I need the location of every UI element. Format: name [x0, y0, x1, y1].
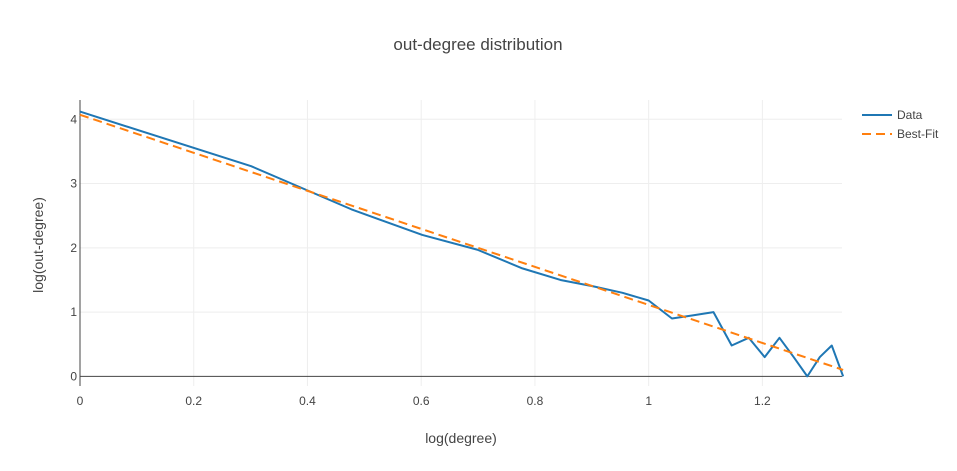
y-tick-label: 1 [70, 305, 77, 319]
x-tick-label: 0.8 [527, 394, 544, 408]
y-tick-label: 2 [70, 241, 77, 255]
y-tick-label: 3 [70, 177, 77, 191]
y-tick-label: 4 [70, 112, 77, 126]
series-line-best-fit[interactable] [79, 113, 844, 371]
series-lines [79, 110, 845, 378]
y-tick-label: 0 [70, 369, 77, 383]
x-tick-label: 0.2 [185, 394, 202, 408]
x-tick-label: 0.4 [299, 394, 316, 408]
x-axis-title: log(degree) [425, 430, 497, 446]
tick-labels: 0 0.2 0.4 0.6 0.8 1 1.2 0 1 2 3 4 [70, 112, 771, 408]
legend-label: Best-Fit [897, 127, 939, 141]
axes [79, 100, 842, 386]
x-tick-label: 1 [645, 394, 652, 408]
legend-item-best-fit[interactable]: Best-Fit [862, 127, 939, 141]
legend-item-data[interactable]: Data [862, 108, 923, 122]
grid-lines [80, 100, 842, 386]
chart-title: out-degree distribution [393, 35, 562, 54]
x-tick-label: 0.6 [413, 394, 430, 408]
y-axis-title: log(out-degree) [30, 197, 46, 293]
legend[interactable]: Data Best-Fit [862, 108, 939, 141]
x-tick-label: 0 [77, 394, 84, 408]
legend-label: Data [897, 108, 923, 122]
x-tick-label: 1.2 [754, 394, 771, 408]
